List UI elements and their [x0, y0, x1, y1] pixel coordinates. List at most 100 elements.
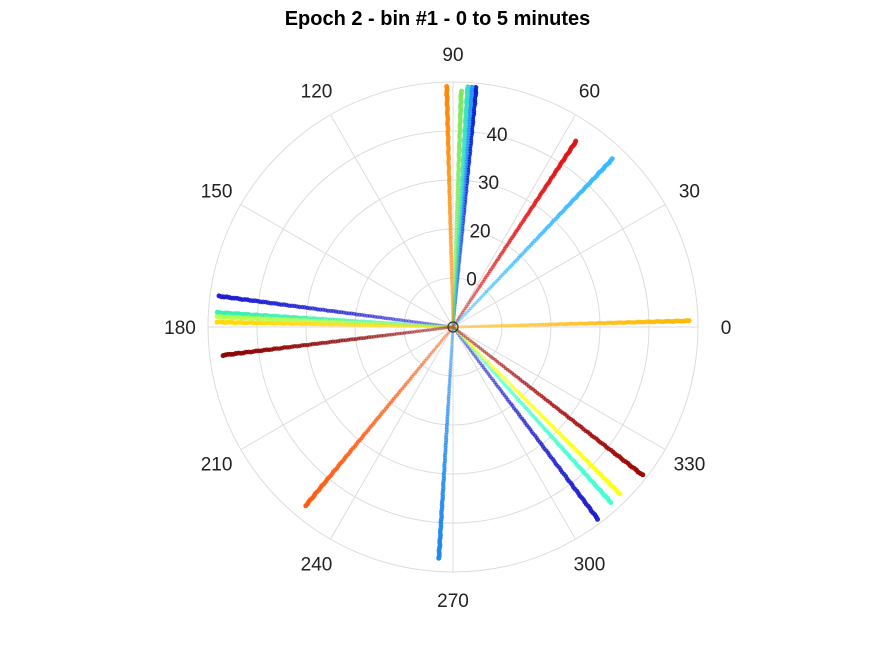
data-point	[448, 325, 453, 329]
data-point	[451, 325, 455, 329]
data-point	[432, 324, 437, 329]
data-point	[452, 312, 456, 316]
data-point	[451, 317, 455, 321]
data-point	[440, 324, 445, 329]
data-point	[453, 275, 457, 279]
data-point	[452, 323, 457, 327]
axis-labels: 0 30 60 90 120 150 180 210 240 270 300 330 0 20 30 40	[164, 45, 731, 612]
data-point	[433, 324, 437, 328]
data-point	[456, 317, 461, 321]
data-point	[477, 324, 481, 328]
data-point	[452, 306, 456, 310]
data-point	[450, 282, 454, 287]
data-point	[450, 293, 454, 297]
data-point	[514, 323, 518, 328]
angle-tick-label: 60	[579, 82, 600, 103]
data-point	[462, 336, 466, 340]
data-point	[375, 323, 379, 328]
data-point	[472, 324, 476, 329]
data-point	[436, 555, 442, 561]
data-point	[459, 331, 464, 336]
data-point	[453, 246, 458, 251]
data-point	[495, 324, 500, 328]
data-point	[451, 317, 455, 321]
data-point	[451, 322, 455, 326]
data-point	[448, 325, 453, 329]
data-point	[402, 331, 407, 335]
data-point	[452, 314, 456, 318]
data-point	[380, 323, 385, 328]
data-point	[443, 325, 447, 329]
data-point	[428, 328, 432, 332]
data-point	[487, 324, 492, 328]
data-point	[412, 329, 417, 334]
data-point	[447, 386, 451, 391]
data-point	[436, 327, 440, 331]
data-point	[460, 316, 464, 320]
data-point	[453, 264, 458, 269]
data-point	[443, 326, 447, 330]
data-point	[451, 325, 455, 329]
data-point	[474, 324, 479, 329]
data-point	[452, 304, 456, 308]
data-point	[452, 312, 456, 316]
data-point	[409, 324, 413, 328]
data-point	[452, 309, 457, 313]
data-point	[450, 290, 454, 295]
data-point	[440, 325, 445, 329]
data-point	[449, 274, 454, 278]
data-point	[449, 277, 454, 281]
data-point	[440, 323, 445, 328]
data-point	[454, 235, 459, 240]
data-point	[640, 472, 646, 478]
data-point	[450, 306, 455, 310]
polar-grid	[207, 81, 699, 573]
data-point	[452, 317, 456, 321]
data-point	[425, 328, 430, 332]
data-point	[449, 327, 454, 331]
data-point	[444, 84, 450, 89]
data-point	[608, 500, 614, 506]
data-point	[430, 324, 434, 328]
data-point	[407, 319, 411, 323]
data-series	[216, 293, 455, 329]
data-point	[430, 324, 434, 328]
data-point	[451, 309, 456, 313]
data-point	[461, 333, 466, 337]
chart-title: Epoch 2 - bin #1 - 0 to 5 minutes	[284, 8, 591, 30]
data-series-layer	[214, 84, 692, 561]
data-point	[448, 325, 453, 329]
data-point	[447, 379, 452, 383]
data-point	[450, 298, 454, 302]
data-point	[414, 324, 419, 328]
data-point	[451, 325, 455, 329]
data-point	[451, 325, 455, 329]
data-point	[457, 330, 461, 334]
data-point	[393, 323, 398, 328]
data-point	[462, 340, 466, 344]
data-series	[451, 88, 465, 329]
data-point	[420, 329, 425, 333]
data-point	[303, 503, 309, 509]
data-point	[451, 312, 456, 316]
data-point	[451, 306, 456, 311]
data-point	[452, 327, 457, 331]
data-point	[433, 327, 437, 331]
data-point	[464, 338, 468, 342]
data-point	[452, 306, 457, 310]
data-point	[482, 324, 487, 328]
angle-tick-label: 270	[437, 591, 469, 612]
data-point	[409, 319, 414, 324]
data-point	[451, 325, 455, 329]
data-point	[463, 312, 468, 316]
grid-spoke	[330, 114, 454, 328]
data-point	[443, 325, 447, 329]
data-point	[450, 343, 454, 347]
data-point	[425, 324, 429, 329]
data-point	[418, 329, 422, 333]
data-point	[451, 327, 455, 332]
data-point	[447, 381, 452, 386]
data-series	[451, 325, 614, 506]
data-point	[453, 323, 457, 327]
